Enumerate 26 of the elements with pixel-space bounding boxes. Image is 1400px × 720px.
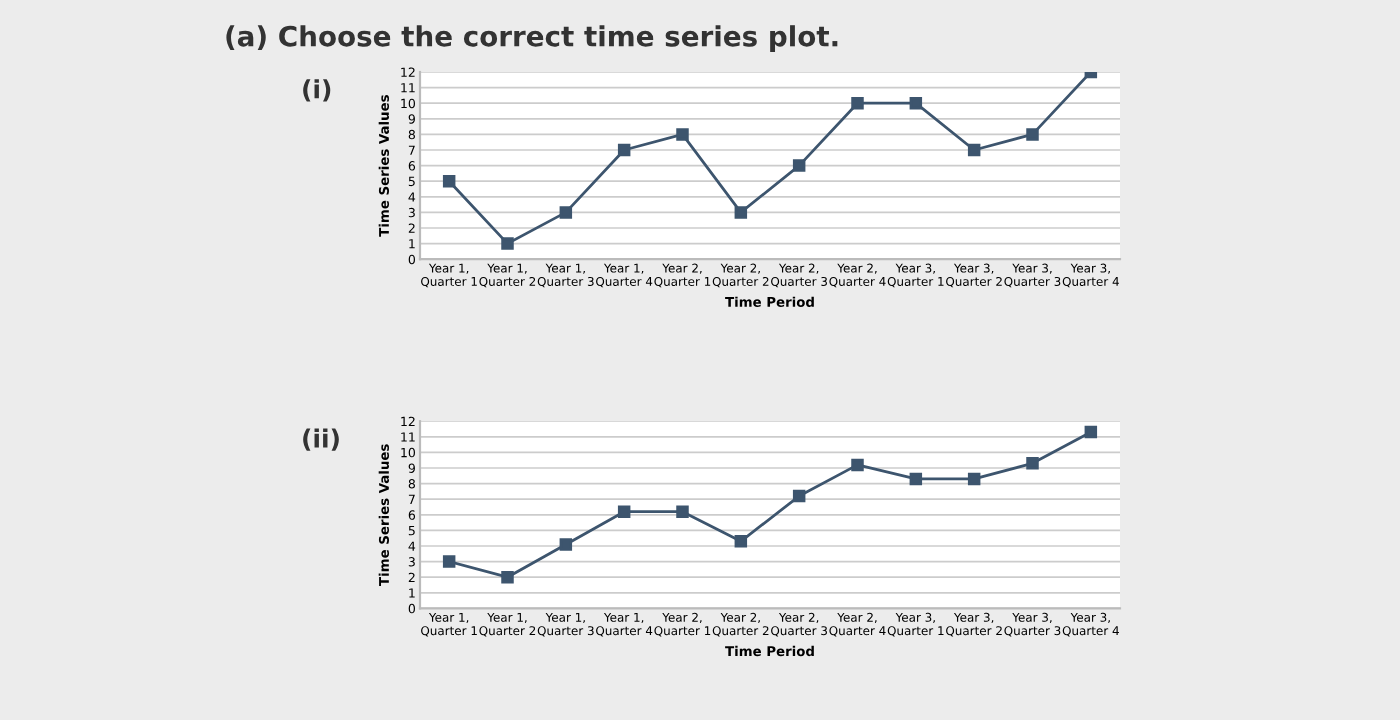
point (967, 143, 981, 157)
point (734, 206, 748, 219)
point (1084, 425, 1098, 439)
point (559, 206, 573, 219)
point (851, 96, 864, 110)
chart-subtitle: (ii) (303, 428, 339, 451)
point (501, 237, 514, 250)
point (559, 538, 573, 551)
point (851, 458, 864, 472)
chart-title: (a) Choose the correct time series plot. (226, 25, 838, 53)
point (967, 472, 981, 486)
point (617, 143, 631, 157)
point (442, 174, 456, 188)
point (909, 96, 923, 110)
point (442, 555, 456, 568)
point (676, 128, 689, 141)
point (617, 505, 631, 518)
point (676, 505, 689, 518)
point (909, 472, 923, 486)
point (1026, 457, 1039, 470)
point (1026, 128, 1039, 141)
point (792, 489, 806, 503)
point (501, 570, 514, 584)
chart-subtitle: (i) (303, 79, 331, 102)
point (734, 535, 748, 548)
point (792, 159, 806, 172)
